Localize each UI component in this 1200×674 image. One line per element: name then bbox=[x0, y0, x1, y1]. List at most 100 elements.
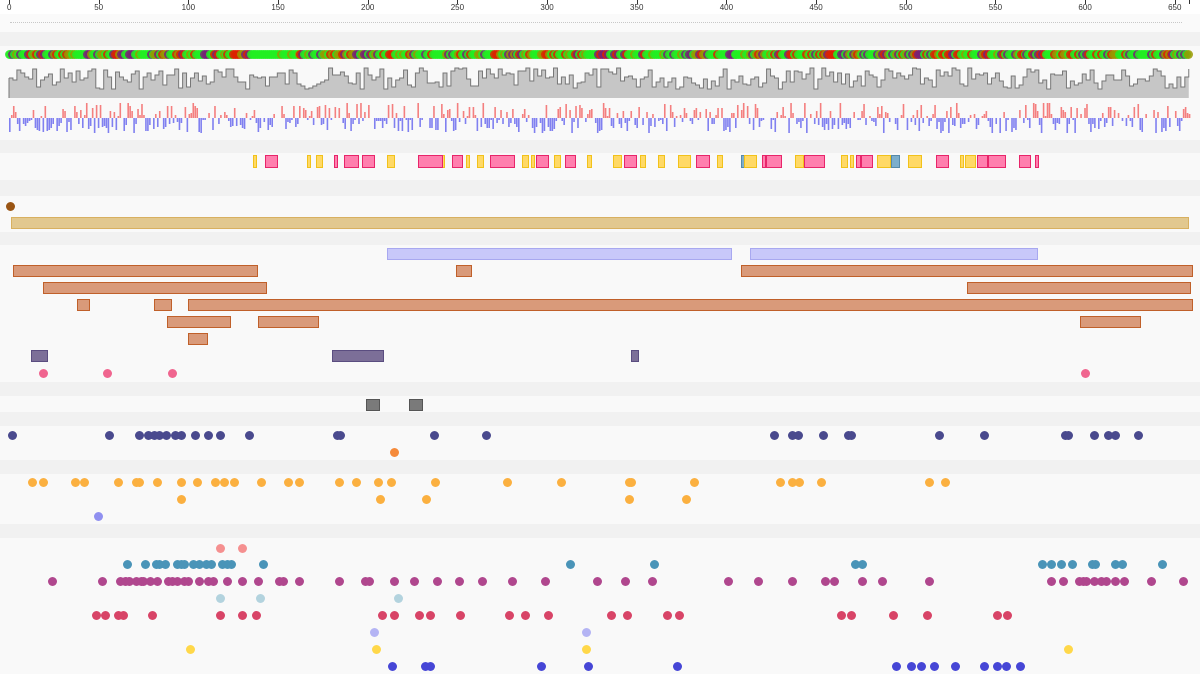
binding-site[interactable] bbox=[422, 494, 432, 504]
region-feature-pink[interactable] bbox=[451, 155, 463, 168]
binding-site[interactable] bbox=[556, 477, 566, 487]
region-feature-yellow[interactable] bbox=[907, 155, 922, 168]
site-marker[interactable] bbox=[1111, 430, 1121, 440]
binding-site[interactable] bbox=[682, 494, 692, 504]
variant-point[interactable] bbox=[173, 576, 183, 586]
variant-point[interactable] bbox=[226, 559, 236, 569]
region-feature-pink[interactable] bbox=[977, 155, 989, 168]
site-marker[interactable] bbox=[203, 430, 213, 440]
region-feature-yellow[interactable] bbox=[744, 155, 757, 168]
region-feature-pink[interactable] bbox=[855, 155, 861, 168]
variant-point[interactable] bbox=[1064, 644, 1074, 654]
variant-point[interactable] bbox=[788, 576, 798, 586]
variant-point[interactable] bbox=[153, 576, 163, 586]
binding-site[interactable] bbox=[284, 477, 294, 487]
category-band-variants[interactable] bbox=[0, 524, 1200, 538]
binding-site[interactable] bbox=[79, 477, 89, 487]
repeat-feature[interactable] bbox=[188, 333, 209, 345]
variant-point[interactable] bbox=[1111, 576, 1121, 586]
region-feature-pink[interactable] bbox=[803, 155, 826, 168]
site-marker[interactable] bbox=[191, 430, 201, 440]
variant-point[interactable] bbox=[97, 576, 107, 586]
region-feature-yellow[interactable] bbox=[521, 155, 530, 168]
binding-site[interactable] bbox=[924, 477, 934, 487]
site-marker[interactable] bbox=[1089, 430, 1099, 440]
variant-point[interactable] bbox=[583, 661, 593, 671]
variant-point[interactable] bbox=[278, 576, 288, 586]
region-feature-yellow[interactable] bbox=[387, 155, 395, 168]
region-feature-yellow[interactable] bbox=[466, 155, 471, 168]
navigation-brush-line[interactable] bbox=[10, 22, 1182, 23]
variant-point[interactable] bbox=[454, 576, 464, 586]
site-marker[interactable] bbox=[144, 430, 154, 440]
binding-site[interactable] bbox=[210, 477, 220, 487]
site-marker[interactable] bbox=[104, 430, 114, 440]
variant-point[interactable] bbox=[122, 559, 132, 569]
binding-site[interactable] bbox=[113, 477, 123, 487]
variant-point[interactable] bbox=[858, 559, 868, 569]
region-feature-pink[interactable] bbox=[564, 155, 576, 168]
variant-point[interactable] bbox=[295, 576, 305, 586]
site-marker[interactable] bbox=[244, 430, 254, 440]
region-feature-yellow[interactable] bbox=[677, 155, 691, 168]
region-feature-yellow[interactable] bbox=[658, 155, 666, 168]
variant-point[interactable] bbox=[1059, 576, 1069, 586]
site-marker[interactable] bbox=[788, 430, 798, 440]
variant-point[interactable] bbox=[390, 576, 400, 586]
variant-point[interactable] bbox=[101, 610, 111, 620]
domain-feature[interactable] bbox=[749, 248, 1039, 260]
variant-point[interactable] bbox=[544, 610, 554, 620]
variant-point[interactable] bbox=[1003, 610, 1013, 620]
variant-point[interactable] bbox=[621, 576, 631, 586]
variant-point[interactable] bbox=[420, 661, 430, 671]
site-marker[interactable] bbox=[135, 430, 145, 440]
site-marker-orange[interactable] bbox=[390, 447, 400, 457]
binding-site[interactable] bbox=[257, 477, 267, 487]
variant-point[interactable] bbox=[47, 576, 57, 586]
region-feature-yellow[interactable] bbox=[252, 155, 257, 168]
variant-point[interactable] bbox=[203, 576, 213, 586]
variant-point[interactable] bbox=[189, 559, 199, 569]
variant-point[interactable] bbox=[388, 661, 398, 671]
binding-site[interactable] bbox=[70, 477, 80, 487]
region-feature-yellow[interactable] bbox=[640, 155, 646, 168]
binding-site[interactable] bbox=[176, 477, 186, 487]
site-marker-lilac[interactable] bbox=[94, 511, 104, 521]
binding-site[interactable] bbox=[192, 477, 202, 487]
site-marker[interactable] bbox=[171, 430, 181, 440]
modified-residue[interactable] bbox=[38, 368, 48, 378]
sites-track[interactable] bbox=[0, 426, 1200, 460]
region-feature-pink[interactable] bbox=[536, 155, 549, 168]
binding-site[interactable] bbox=[38, 477, 48, 487]
region-feature-yellow[interactable] bbox=[315, 155, 323, 168]
region-feature-pink[interactable] bbox=[860, 155, 874, 168]
navigation-track[interactable] bbox=[0, 14, 1200, 32]
region-feature-yellow[interactable] bbox=[850, 155, 855, 168]
region-feature-yellow[interactable] bbox=[877, 155, 892, 168]
category-header-band[interactable] bbox=[0, 32, 1200, 46]
variant-point[interactable] bbox=[992, 661, 1002, 671]
site-marker[interactable] bbox=[935, 430, 945, 440]
variant-point[interactable] bbox=[425, 661, 435, 671]
binding-site[interactable] bbox=[375, 494, 385, 504]
category-band-domains[interactable] bbox=[0, 232, 1200, 245]
repeat-feature[interactable] bbox=[77, 299, 90, 311]
repeat-feature[interactable] bbox=[258, 316, 320, 328]
region-feature-pink[interactable] bbox=[695, 155, 711, 168]
variant-point[interactable] bbox=[119, 610, 129, 620]
variant-point[interactable] bbox=[372, 644, 382, 654]
motif-feature[interactable] bbox=[631, 350, 639, 362]
variant-marker[interactable] bbox=[1184, 49, 1194, 59]
modified-residue[interactable] bbox=[1080, 368, 1090, 378]
site-marker[interactable] bbox=[1103, 430, 1113, 440]
region-feature-yellow[interactable] bbox=[586, 155, 592, 168]
variant-point[interactable] bbox=[216, 610, 226, 620]
variant-point[interactable] bbox=[650, 559, 660, 569]
variant-point[interactable] bbox=[223, 576, 233, 586]
variant-point[interactable] bbox=[582, 644, 591, 654]
variant-point[interactable] bbox=[167, 576, 177, 586]
variant-point[interactable] bbox=[415, 610, 425, 620]
variant-point[interactable] bbox=[922, 610, 932, 620]
variant-point[interactable] bbox=[648, 576, 658, 586]
variant-point[interactable] bbox=[1120, 576, 1130, 586]
